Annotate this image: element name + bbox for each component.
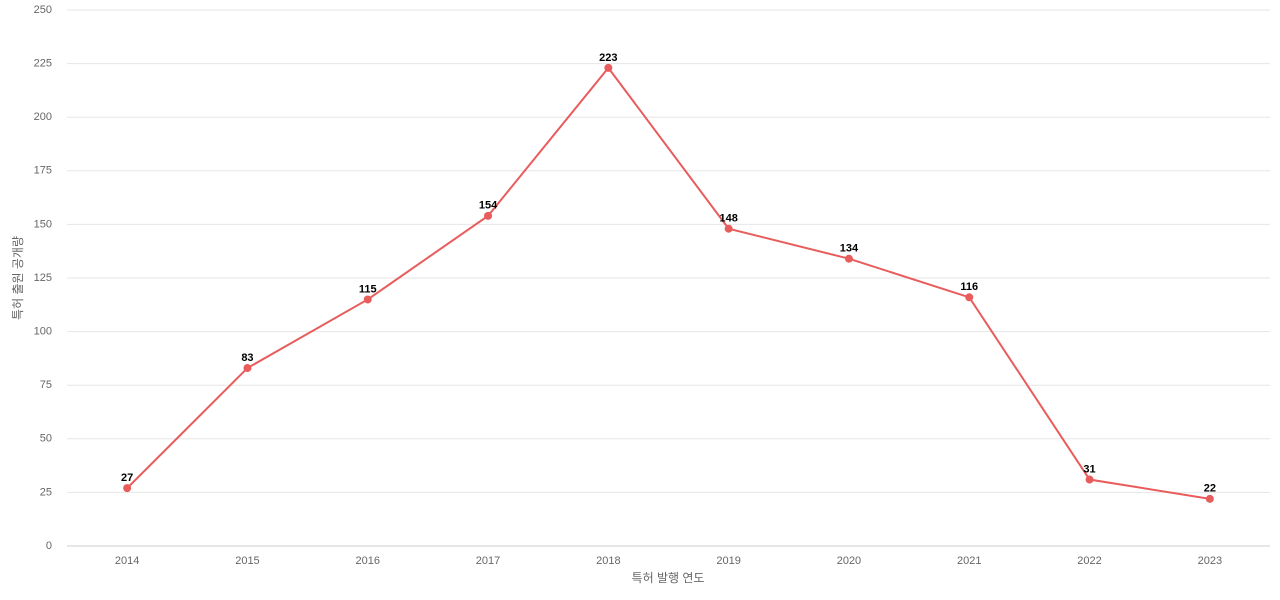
- y-tick-label: 125: [34, 272, 52, 284]
- data-label: 27: [121, 472, 133, 484]
- x-tick-label: 2017: [476, 555, 500, 567]
- x-tick-label: 2023: [1198, 555, 1222, 567]
- x-tick-label: 2020: [837, 555, 861, 567]
- point: [844, 254, 853, 263]
- y-tick-label: 50: [40, 433, 52, 445]
- point: [604, 63, 613, 72]
- x-axis-label: 특허 발행 연도: [632, 570, 705, 585]
- x-tick-label: 2014: [115, 555, 139, 567]
- y-tick-label: 225: [34, 58, 52, 70]
- x-tick-label: 2018: [596, 555, 620, 567]
- y-tick-label: 0: [46, 540, 52, 552]
- data-label: 31: [1083, 463, 1095, 475]
- point: [1085, 475, 1094, 484]
- y-tick-label: 250: [34, 4, 52, 16]
- data-label: 22: [1204, 483, 1216, 495]
- data-label: 154: [479, 200, 498, 212]
- y-tick-label: 100: [34, 326, 52, 338]
- data-label: 83: [241, 352, 253, 364]
- y-tick-label: 150: [34, 218, 52, 230]
- line: [126, 66, 1211, 500]
- point: [243, 364, 252, 373]
- y-tick-label: 200: [34, 111, 52, 123]
- y-tick-label: 75: [40, 379, 52, 391]
- y-tick-label: 175: [34, 165, 52, 177]
- point: [965, 293, 974, 302]
- data-label: 223: [599, 52, 617, 64]
- y-tick-label: 25: [40, 486, 52, 498]
- data-label: 134: [840, 243, 859, 255]
- x-tick-label: 2015: [235, 555, 259, 567]
- data-label: 115: [359, 283, 377, 295]
- x-tick-label: 2016: [356, 555, 380, 567]
- x-tick-label: 2019: [716, 555, 740, 567]
- point: [363, 295, 372, 304]
- point: [724, 224, 733, 233]
- point: [1205, 494, 1214, 503]
- x-tick-label: 2021: [957, 555, 981, 567]
- data-label: 116: [960, 281, 978, 293]
- x-tick-label: 2022: [1077, 555, 1101, 567]
- y-axis-label: 특허 출원 공개량: [11, 236, 25, 320]
- point: [123, 484, 132, 493]
- data-label: 148: [719, 213, 737, 225]
- point: [484, 211, 493, 220]
